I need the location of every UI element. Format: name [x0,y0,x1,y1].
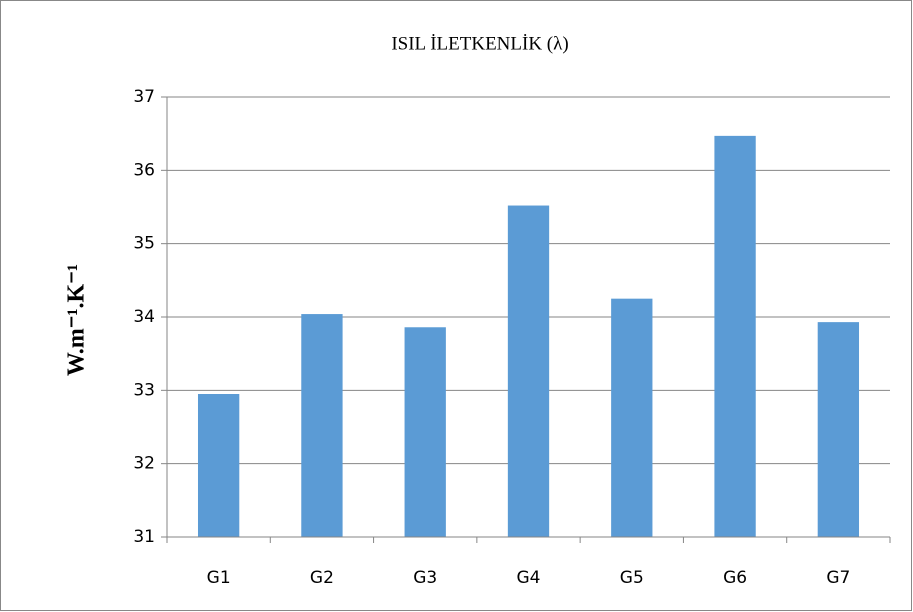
x-tick-label: G1 [207,568,231,588]
y-axis-label: W.m⁻¹.K⁻¹ [64,264,90,376]
bar [507,205,550,538]
y-tick-label: 34 [133,307,155,327]
x-tick-label: G7 [826,568,850,588]
bar [714,135,756,537]
y-tick-label: 37 [133,87,155,107]
x-tick-label: G3 [413,568,437,588]
x-tick-label: G2 [310,568,334,588]
bar [611,298,653,537]
y-tick-label: 36 [133,160,155,180]
y-tick-label: 32 [133,454,155,474]
bar [197,394,240,537]
bar [404,327,446,537]
bar [301,314,343,537]
bar [817,322,860,537]
y-tick-label: 33 [133,380,155,400]
x-tick-label: G6 [723,568,747,588]
x-tick-label: G5 [620,568,644,588]
y-tick-label: 31 [133,527,155,547]
x-tick-label: G4 [517,568,541,588]
y-tick-label: 35 [133,234,155,254]
chart-title: ISIL İLETKENLİK (λ) [391,33,568,54]
